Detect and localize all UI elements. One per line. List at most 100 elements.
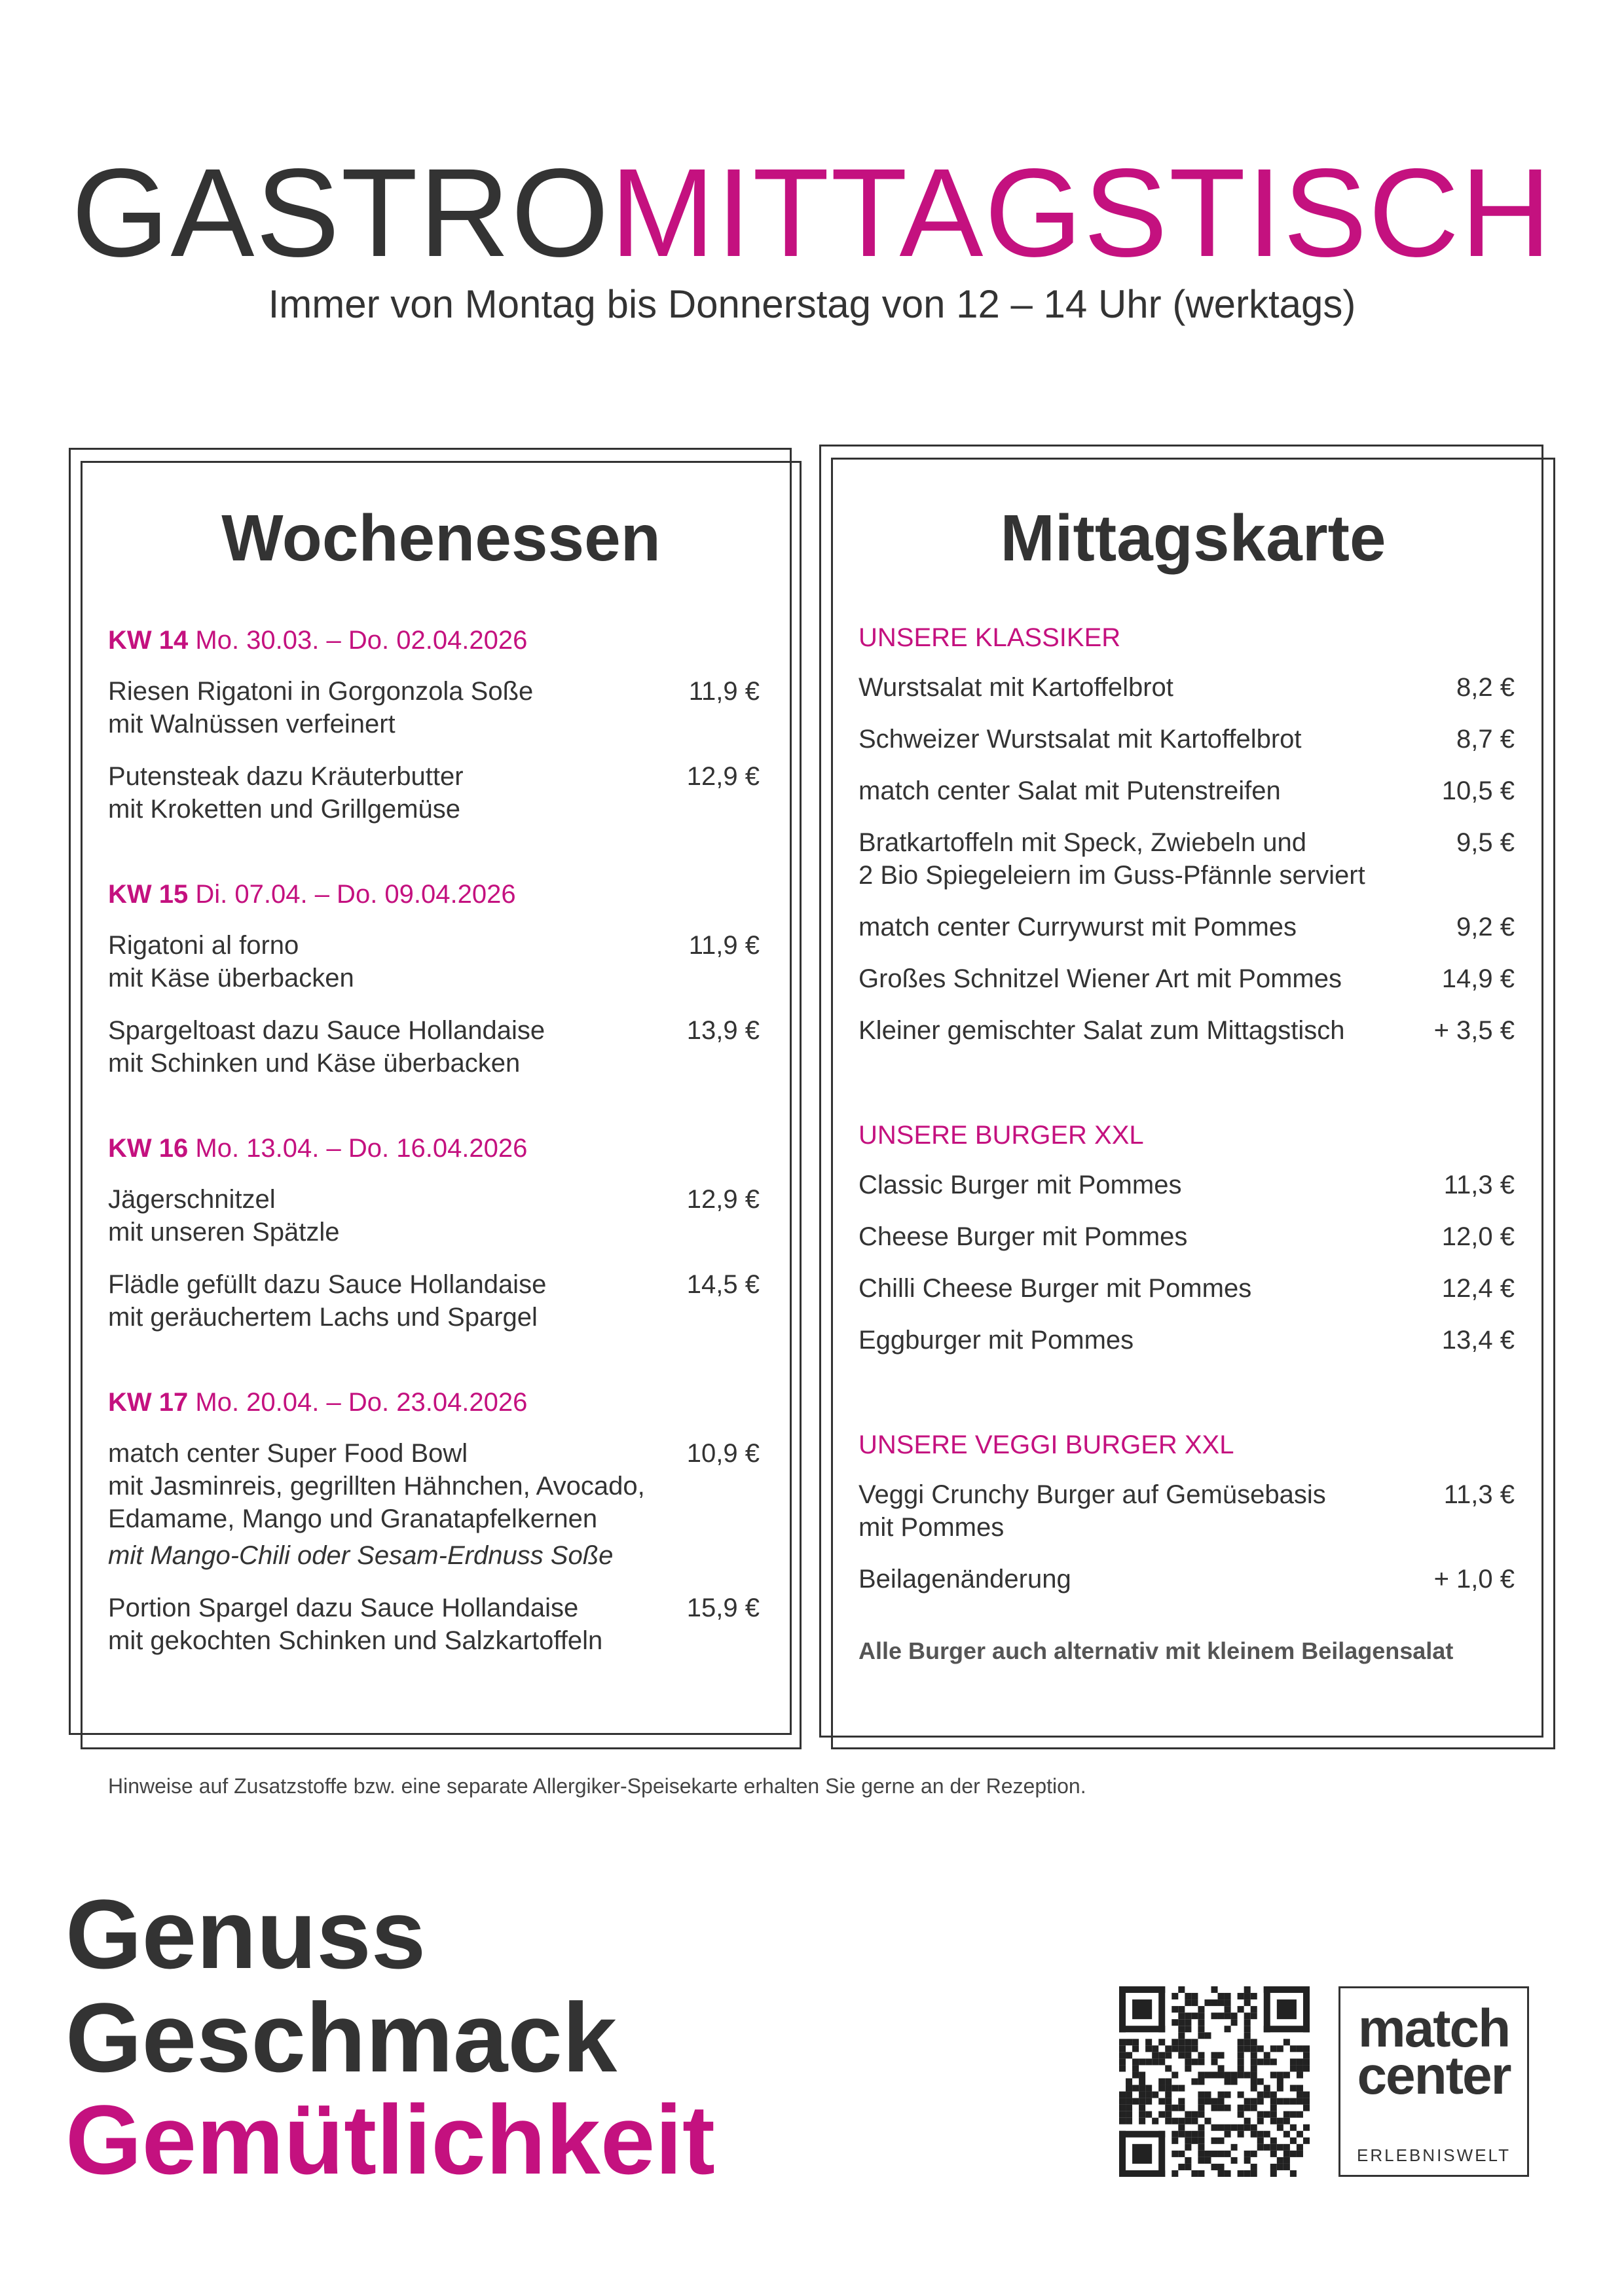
- menu-item: Spargeltoast dazu Sauce Hollandaise mit S…: [108, 1014, 760, 1080]
- item-name: Bratkartoffeln mit Speck, Zwiebeln und: [858, 828, 1307, 857]
- item-price: 13,9 €: [686, 1016, 760, 1045]
- menu-note: Alle Burger auch alternativ mit kleinem …: [858, 1637, 1454, 1664]
- qr-module: [1230, 2019, 1238, 2026]
- menu-item: match center Salat mit Putenstreifen 10,5…: [858, 774, 1515, 807]
- qr-module: [1237, 2039, 1244, 2046]
- item-name: Jägerschnitzel: [108, 1185, 276, 1214]
- qr-module: [1263, 1986, 1270, 2033]
- qr-module: [1211, 2058, 1218, 2066]
- qr-module: [1283, 2130, 1290, 2138]
- qr-module: [1126, 2078, 1133, 2085]
- week-header: KW 16 Mo. 13.04. – Do. 16.04.2026: [108, 1132, 760, 1165]
- qr-module: [1172, 2117, 1179, 2124]
- qr-module: [1172, 2170, 1179, 2177]
- menu-item: Riesen Rigatoni in Gorgonzola Soße mit Wa…: [108, 675, 760, 740]
- qr-module: [1257, 2143, 1264, 2151]
- qr-module: [1198, 2124, 1205, 2131]
- qr-module: [1276, 2071, 1283, 2079]
- qr-module: [1270, 2170, 1277, 2177]
- qr-module: [1283, 2143, 1290, 2151]
- qr-module: [1250, 2065, 1257, 2072]
- item-name: Beilagenänderung: [858, 1565, 1071, 1594]
- qr-module: [1178, 2163, 1185, 2170]
- qr-module: [1211, 2124, 1218, 2131]
- item-price: 12,0 €: [1441, 1222, 1515, 1251]
- qr-module: [1270, 2045, 1277, 2052]
- qr-module: [1185, 2058, 1192, 2066]
- item-price: 11,9 €: [688, 931, 760, 960]
- qr-module: [1178, 1986, 1185, 1994]
- item-price: 12,9 €: [686, 762, 760, 791]
- item-text: Bratkartoffeln mit Speck, Zwiebeln und 2 …: [858, 826, 1365, 892]
- qr-module: [1152, 2091, 1159, 2098]
- qr-module: [1296, 2130, 1303, 2138]
- qr-module: [1224, 2104, 1231, 2111]
- qr-module: [1152, 2052, 1159, 2059]
- item-price: 8,7 €: [1456, 725, 1515, 754]
- item-text: Eggburger mit Pommes: [858, 1324, 1134, 1357]
- frame: [819, 445, 1543, 1738]
- qr-module: [1139, 2078, 1146, 2085]
- week-number: KW 17: [108, 1388, 189, 1417]
- week-dates: Mo. 20.04. – Do. 23.04.2026: [195, 1388, 528, 1417]
- qr-module: [1257, 2111, 1264, 2118]
- qr-module: [1178, 2130, 1185, 2138]
- qr-module: [1230, 2124, 1238, 2131]
- qr-module: [1211, 2098, 1218, 2105]
- qr-module: [1185, 2143, 1192, 2151]
- qr-module: [1126, 2111, 1133, 2118]
- heading: Mittagskarte: [1000, 501, 1386, 575]
- qr-module: [1283, 2039, 1290, 2046]
- qr-module: [1283, 2157, 1290, 2164]
- qr-module: [1172, 2071, 1179, 2079]
- qr-module: [1178, 2104, 1185, 2111]
- menu-item: Portion Spargel dazu Sauce Hollandaise mi…: [108, 1592, 760, 1657]
- qr-module: [1296, 2085, 1303, 2092]
- qr-module: [1237, 2104, 1244, 2111]
- item-name: match center Currywurst mit Pommes: [858, 913, 1297, 941]
- qr-module: [1185, 2130, 1192, 2138]
- qr-module: [1263, 2058, 1270, 2066]
- slogan-line: Geschmack: [65, 1982, 618, 2092]
- week-header: KW 17 Mo. 20.04. – Do. 23.04.2026: [108, 1386, 760, 1419]
- qr-module: [1139, 2058, 1146, 2066]
- qr-module: [1289, 2058, 1297, 2066]
- qr-module: [1119, 1986, 1126, 2033]
- qr-module: [1270, 2098, 1277, 2105]
- item-text: Rigatoni al forno mit Käse überbacken: [108, 929, 354, 994]
- qr-module: [1211, 2071, 1218, 2079]
- qr-module: [1302, 2065, 1310, 2072]
- logo-tagline: ERLEBNISWELT: [1357, 2145, 1511, 2165]
- item-text: Kleiner gemischter Salat zum Mittagstisc…: [858, 1014, 1345, 1047]
- qr-module: [1185, 1993, 1192, 2000]
- item-text: Wurstsalat mit Kartoffelbrot: [858, 671, 1173, 704]
- qr-module: [1276, 2143, 1283, 2151]
- qr-module: [1185, 2026, 1192, 2033]
- qr-module: [1119, 2130, 1166, 2138]
- qr-module: [1145, 2045, 1153, 2052]
- item-name: Classic Burger mit Pommes: [858, 1171, 1182, 1199]
- qr-module: [1217, 2170, 1225, 2177]
- menu-section: UNSERE VEGGI BURGER XXL Veggi Crunchy Bur…: [858, 1429, 1515, 1595]
- qr-module: [1191, 2111, 1198, 2118]
- section-title: UNSERE BURGER XXL: [858, 1121, 1144, 1150]
- qr-module: [1211, 2104, 1218, 2111]
- title-part: GASTRO: [71, 142, 610, 283]
- qr-module: [1244, 2117, 1251, 2124]
- qr-module: [1302, 2137, 1310, 2144]
- qr-module: [1178, 2045, 1185, 2052]
- qr-module: [1302, 2058, 1310, 2066]
- qr-module: [1224, 2026, 1231, 2033]
- qr-module: [1178, 2052, 1185, 2059]
- qr-module: [1172, 2006, 1179, 2013]
- qr-module: [1139, 2111, 1146, 2118]
- qr-module: [1172, 2137, 1179, 2144]
- qr-module: [1119, 2045, 1126, 2052]
- item-name: mit Pommes: [858, 1513, 1005, 1542]
- qr-module: [1237, 2006, 1244, 2013]
- qr-module: [1185, 2111, 1192, 2118]
- qr-module: [1244, 1993, 1251, 2000]
- qr-module: [1139, 2091, 1146, 2098]
- qr-module: [1198, 2130, 1205, 2138]
